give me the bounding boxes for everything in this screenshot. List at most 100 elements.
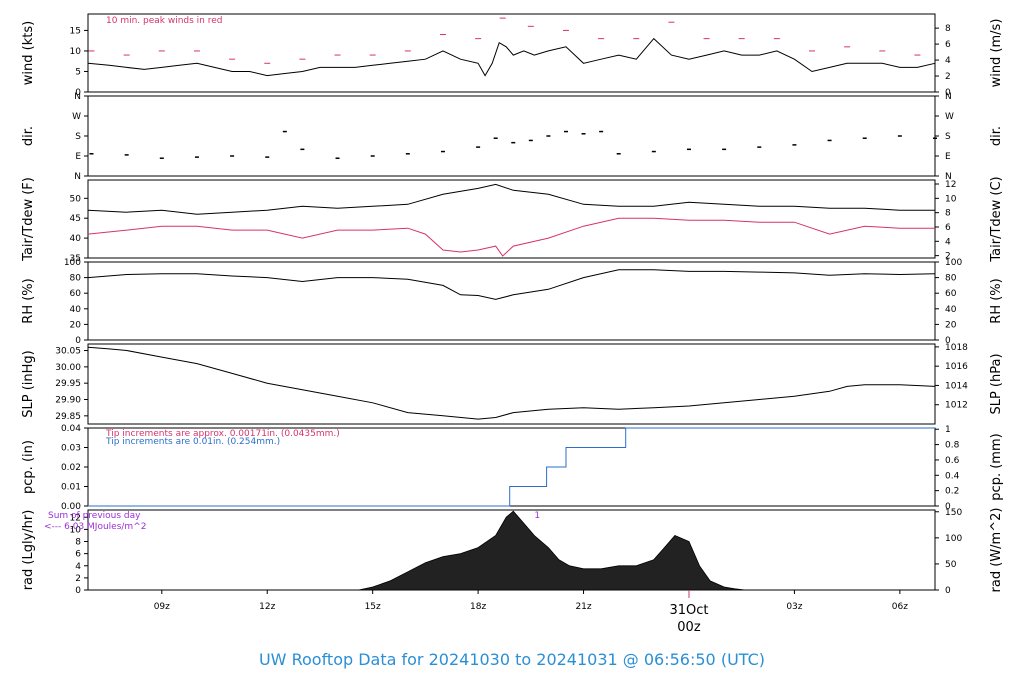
left-tick-label: E bbox=[75, 152, 81, 162]
time-tick-label: 18z bbox=[470, 602, 486, 612]
chart-title: UW Rooftop Data for 20241030 to 20241031… bbox=[258, 650, 766, 669]
ylabel-left: RH (%) bbox=[21, 278, 36, 323]
right-tick-label: 50 bbox=[945, 560, 957, 570]
panel-frame bbox=[87, 261, 936, 341]
panel-temp: 35 40 45 50 2 4 6 8 10 12 Tair/Tdew (F) Tair/Tdew (… bbox=[21, 176, 1004, 264]
left-tick-label: 6 bbox=[75, 550, 81, 560]
right-tick-label: E bbox=[945, 152, 951, 162]
left-tick-label: 100 bbox=[64, 258, 81, 268]
right-tick-label: 0 bbox=[945, 502, 951, 512]
left-tick-label: 0.03 bbox=[61, 444, 81, 454]
panel-frame bbox=[87, 13, 936, 93]
ylabel-left: Tair/Tdew (F) bbox=[21, 177, 36, 262]
rad-note-sum: Sum of previous day bbox=[48, 511, 141, 521]
series-temp-dew bbox=[87, 217, 935, 257]
time-tick-label: 09z bbox=[154, 602, 170, 612]
left-tick-label: 30.05 bbox=[55, 347, 81, 357]
ylabel-right: RH (%) bbox=[989, 278, 1004, 323]
series-pcp bbox=[88, 427, 935, 507]
right-tick-label: 40 bbox=[945, 305, 957, 315]
left-tick-label: 29.85 bbox=[55, 412, 81, 422]
left-tick-label: 45 bbox=[70, 214, 81, 224]
series-rh bbox=[87, 269, 936, 300]
panel-frame bbox=[87, 343, 936, 425]
ylabel-right: dir. bbox=[989, 126, 1004, 146]
ylabel-left: rad (Lgly/hr) bbox=[21, 510, 36, 591]
right-tick-label: 1014 bbox=[945, 381, 968, 391]
left-tick-label: 50 bbox=[70, 194, 82, 204]
right-tick-label: 2 bbox=[945, 252, 951, 262]
ylabel-right: wind (m/s) bbox=[989, 19, 1004, 88]
time-tick-label: 06z bbox=[892, 602, 908, 612]
right-tick-label: 0.4 bbox=[945, 471, 960, 481]
right-tick-label: 4 bbox=[945, 56, 951, 66]
radiation-area bbox=[358, 510, 746, 591]
rad-note-value: <--- 6.03 MJoules/m^2 bbox=[44, 522, 146, 532]
ylabel-right: Tair/Tdew (C) bbox=[989, 176, 1004, 262]
right-tick-label: 6 bbox=[945, 223, 951, 233]
left-tick-label: 0.02 bbox=[61, 463, 81, 473]
right-tick-label: 60 bbox=[945, 289, 957, 299]
right-tick-label: W bbox=[945, 112, 954, 122]
left-tick-label: 40 bbox=[70, 305, 82, 315]
left-tick-label: 0 bbox=[75, 336, 81, 346]
left-tick-label: 10 bbox=[70, 47, 82, 57]
time-tick-label: 12z bbox=[259, 602, 275, 612]
ylabel-left: wind (kts) bbox=[21, 21, 36, 85]
right-tick-label: 12 bbox=[945, 180, 956, 190]
ylabel-left: dir. bbox=[21, 126, 36, 146]
left-tick-label: 0 bbox=[75, 586, 81, 596]
left-tick-label: 60 bbox=[70, 289, 82, 299]
right-tick-label: 0 bbox=[945, 88, 951, 98]
right-tick-label: 20 bbox=[945, 320, 957, 330]
right-tick-label: 150 bbox=[945, 508, 962, 518]
left-tick-label: 2 bbox=[75, 574, 81, 584]
left-tick-label: N bbox=[74, 92, 81, 102]
right-tick-label: 0.2 bbox=[945, 487, 959, 497]
left-tick-label: 0.01 bbox=[61, 483, 81, 493]
left-tick-label: 20 bbox=[70, 320, 82, 330]
wind-note: 10 min. peak winds in red bbox=[106, 16, 223, 26]
right-tick-label: 6 bbox=[945, 40, 951, 50]
ylabel-right: SLP (hPa) bbox=[989, 353, 1004, 414]
left-tick-label: N bbox=[74, 172, 81, 182]
left-tick-label: 80 bbox=[70, 274, 82, 284]
left-tick-label: 4 bbox=[75, 562, 81, 572]
right-tick-label: N bbox=[945, 92, 952, 102]
left-tick-label: 15 bbox=[70, 26, 81, 36]
left-tick-label: 10 bbox=[70, 525, 82, 535]
right-tick-label: 4 bbox=[945, 237, 951, 247]
panel-slp: 29.85 29.90 29.95 30.00 30.05 1012 1014 1016 101… bbox=[21, 343, 1004, 425]
pcp-note-exact: Tip increments are 0.01in. (0.254mm.) bbox=[105, 437, 280, 447]
panel-frame bbox=[87, 95, 936, 177]
ylabel-left: SLP (inHg) bbox=[21, 350, 36, 418]
right-tick-label: 80 bbox=[945, 274, 957, 284]
ylabel-left: pcp. (in) bbox=[21, 440, 36, 494]
left-tick-label: 29.90 bbox=[55, 396, 81, 406]
series-slp bbox=[87, 346, 936, 420]
left-tick-label: 8 bbox=[75, 538, 81, 548]
series-temp-air bbox=[87, 183, 935, 215]
right-tick-label: 10 bbox=[945, 194, 957, 204]
date-sublabel: 00z bbox=[677, 620, 701, 635]
panel-rad: 0 2 4 6 8 10 12 0 50 100 150 rad (Lgly/hr) rad (W/m^… bbox=[21, 508, 1004, 596]
left-tick-label: 35 bbox=[70, 254, 81, 264]
right-tick-label: 8 bbox=[945, 24, 951, 34]
time-tick-label: 21z bbox=[575, 602, 591, 612]
right-tick-label: 1018 bbox=[945, 343, 968, 353]
left-tick-label: 0 bbox=[75, 88, 81, 98]
ylabel-right: pcp. (mm) bbox=[989, 433, 1004, 500]
right-tick-label: 100 bbox=[945, 258, 962, 268]
left-tick-label: 0.00 bbox=[61, 502, 81, 512]
left-tick-label: S bbox=[75, 132, 81, 142]
panel-wind: 0 5 10 15 0 2 4 6 8 wind (kts) wind (m/s) 10 min. p… bbox=[21, 13, 1004, 98]
panel-frame bbox=[87, 179, 936, 259]
right-tick-label: N bbox=[945, 172, 952, 182]
time-tick-label: 03z bbox=[786, 602, 802, 612]
pcp-note-approx: Tip increments are approx. 0.00171in. (0… bbox=[105, 429, 340, 439]
right-tick-label: 1016 bbox=[945, 362, 968, 372]
rad-note-count: 1 bbox=[534, 511, 540, 521]
left-tick-label: 30.00 bbox=[55, 363, 81, 373]
